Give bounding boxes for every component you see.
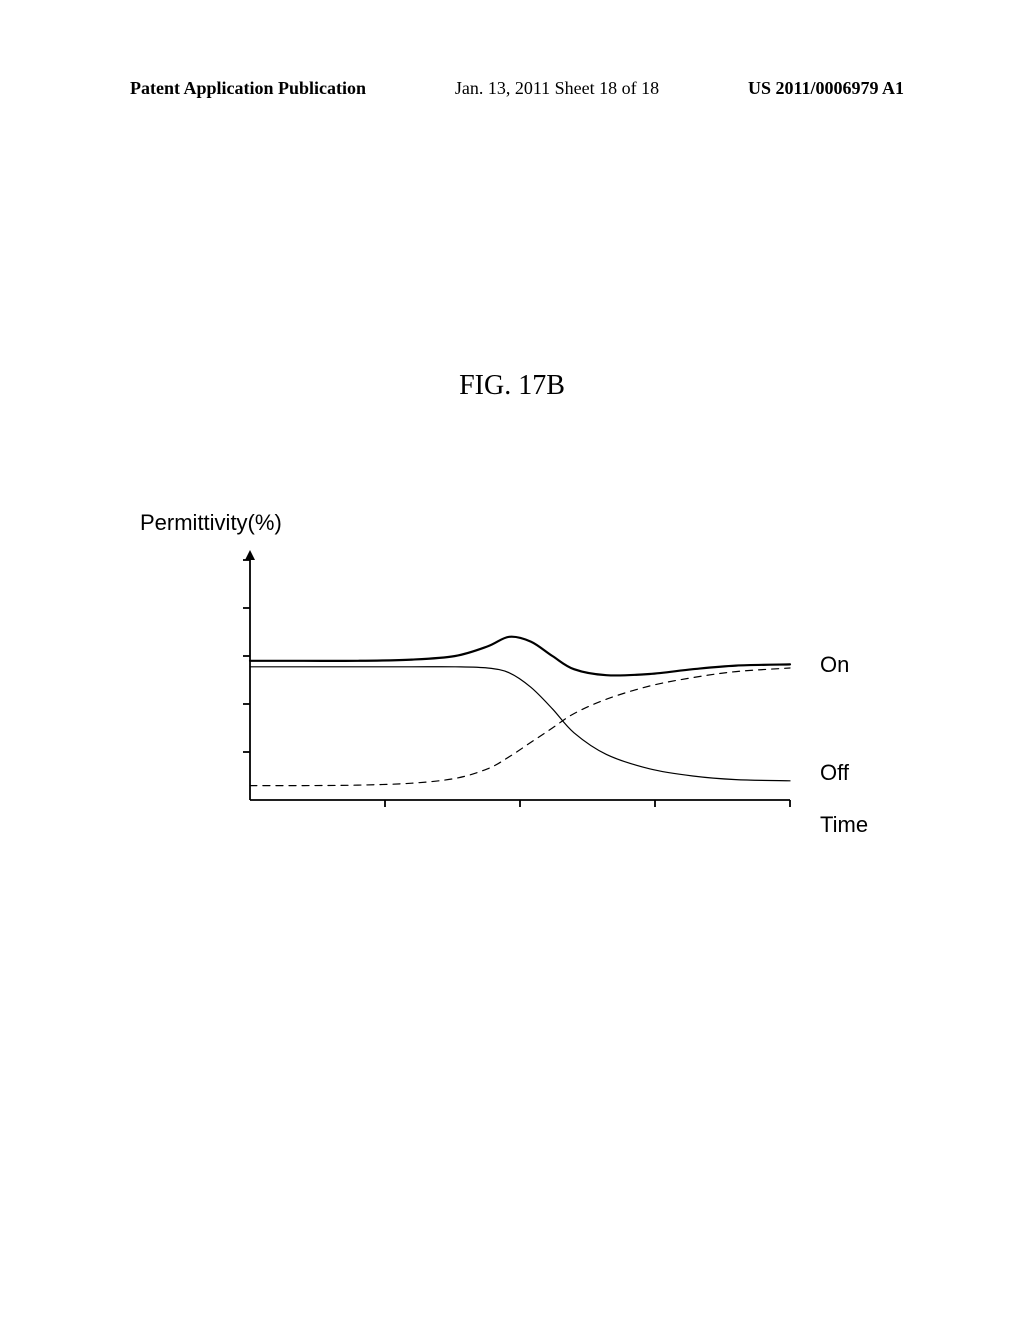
series-on-curve — [250, 667, 790, 781]
y-axis-label: Permittivity(%) — [140, 510, 282, 536]
series-off-curve — [250, 668, 790, 786]
header-date-sheet: Jan. 13, 2011 Sheet 18 of 18 — [455, 78, 659, 99]
x-axis-label: Time — [820, 812, 868, 838]
series-label-off: Off — [820, 760, 849, 786]
chart — [230, 540, 810, 840]
series-label-on: On — [820, 652, 849, 678]
page: Patent Application Publication Jan. 13, … — [0, 0, 1024, 1320]
header-patent-number: US 2011/0006979 A1 — [748, 78, 904, 99]
page-header: Patent Application Publication Jan. 13, … — [0, 78, 1024, 99]
series-sum — [250, 637, 790, 676]
figure-title: FIG. 17B — [0, 370, 1024, 402]
header-publication: Patent Application Publication — [130, 78, 366, 99]
